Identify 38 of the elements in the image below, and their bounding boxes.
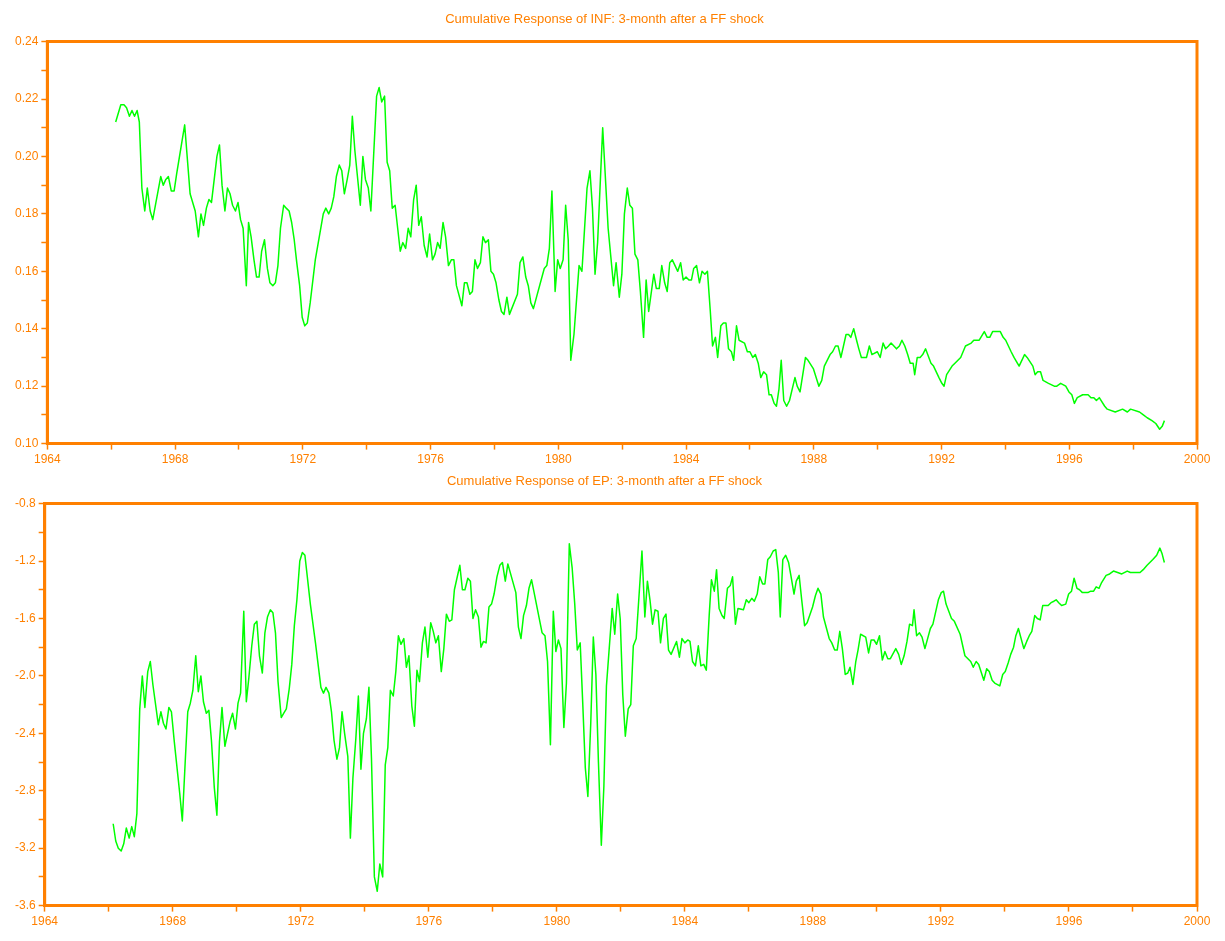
x-tick-label: 1992 <box>927 914 955 929</box>
y-tick-label: 0.20 <box>15 148 39 163</box>
y-tick-label: 0.22 <box>15 91 39 106</box>
x-tick-label: 1980 <box>543 914 571 929</box>
x-tick-label: 1972 <box>289 452 317 467</box>
x-tick-label: 1988 <box>799 914 827 929</box>
x-tick-label: 1968 <box>159 914 187 929</box>
y-tick-label: -0.8 <box>14 495 36 510</box>
x-tick-label: 1980 <box>544 452 572 467</box>
x-tick-label: 1964 <box>34 452 62 467</box>
x-tick-label: 1968 <box>161 452 189 467</box>
x-tick-label: 1976 <box>417 452 445 467</box>
x-tick-label: 2000 <box>1183 452 1211 467</box>
x-tick-label: 2000 <box>1183 914 1211 929</box>
x-tick-label: 1976 <box>415 914 443 929</box>
x-tick-label: 1984 <box>672 452 700 467</box>
y-tick-label: 0.16 <box>15 263 39 278</box>
chart-title: Cumulative Response of INF: 3-month after a FF shock <box>445 11 765 27</box>
y-tick-label: 0.14 <box>15 321 39 336</box>
y-tick-label: 0.18 <box>15 206 39 221</box>
x-tick-label: 1996 <box>1055 914 1083 929</box>
x-tick-label: 1984 <box>671 914 699 929</box>
x-tick-label: 1996 <box>1055 452 1083 467</box>
y-tick-label: -2.4 <box>14 725 36 740</box>
x-tick-label: 1992 <box>928 452 956 467</box>
y-tick-label: -1.2 <box>14 553 36 568</box>
x-tick-label: 1964 <box>31 914 59 929</box>
x-tick-label: 1988 <box>800 452 828 467</box>
y-tick-label: 0.24 <box>15 33 39 48</box>
chart-title: Cumulative Response of EP: 3-month after a FF shock <box>446 473 763 489</box>
y-tick-label: -2.0 <box>14 668 36 683</box>
y-tick-label: 0.10 <box>15 435 39 450</box>
x-tick-label: 1972 <box>287 914 315 929</box>
y-tick-label: -1.6 <box>14 610 36 625</box>
y-tick-label: 0.12 <box>15 378 39 393</box>
y-tick-label: -3.2 <box>14 840 36 855</box>
y-tick-label: -3.6 <box>14 897 36 912</box>
y-tick-label: -2.8 <box>14 783 36 798</box>
